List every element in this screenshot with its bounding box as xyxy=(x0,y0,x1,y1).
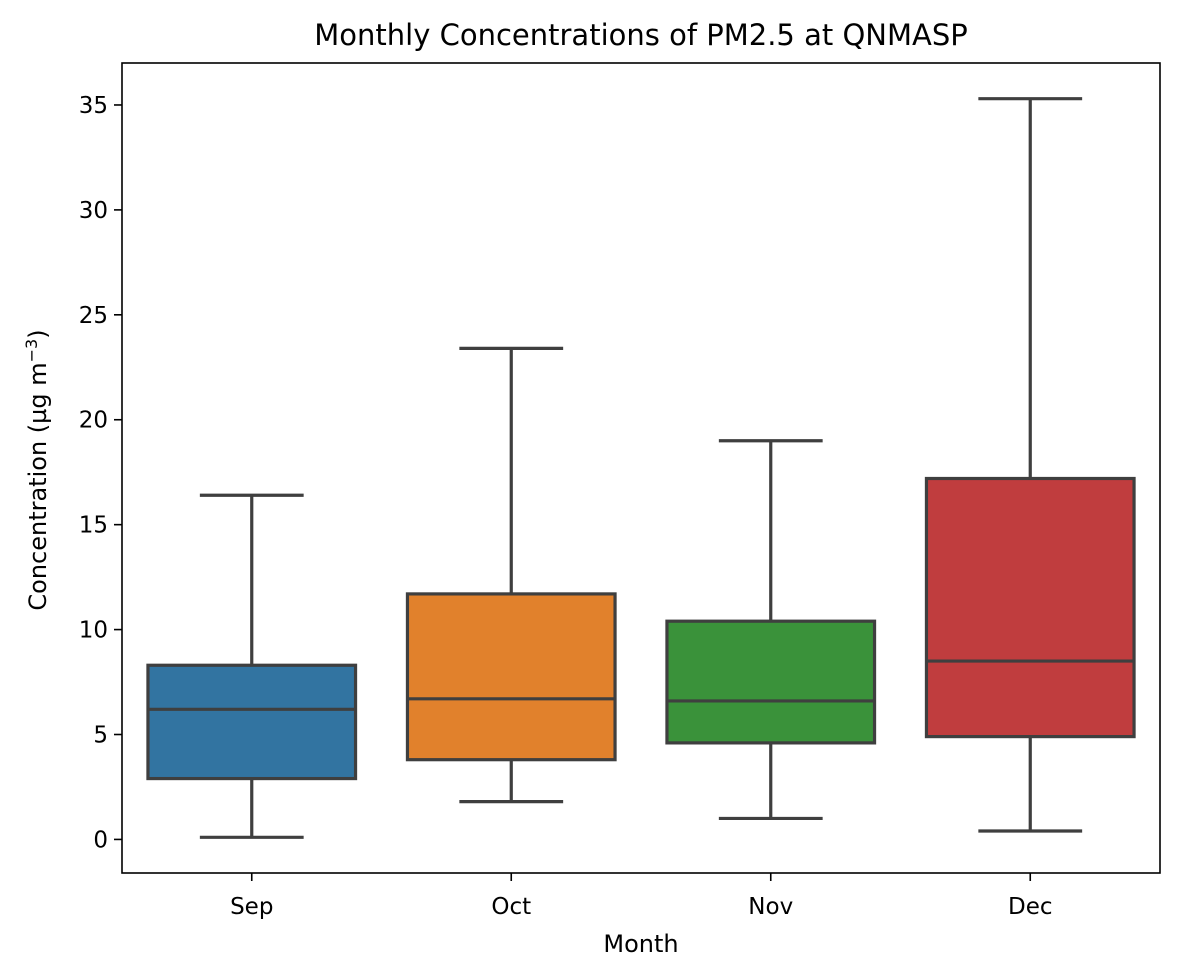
y-axis-label: Concentration (µg m−3) xyxy=(22,329,52,610)
box-iqr xyxy=(405,592,617,762)
y-axis-label-superscript: −3 xyxy=(22,339,41,363)
box-oct xyxy=(405,346,617,804)
x-tick-label: Sep xyxy=(230,894,273,920)
x-tick-label: Dec xyxy=(1008,894,1053,920)
box-nov xyxy=(665,439,877,821)
box-iqr xyxy=(924,476,1136,739)
box-sep xyxy=(146,493,358,839)
y-axis-label-main: Concentration (µg m xyxy=(24,362,52,610)
x-tick-label: Oct xyxy=(491,894,531,920)
y-tick-label: 15 xyxy=(79,513,108,539)
chart-title: Monthly Concentrations of PM2.5 at QNMAS… xyxy=(314,18,967,52)
plot-area xyxy=(121,62,1161,874)
x-tick-label: Nov xyxy=(748,894,793,920)
y-tick-label: 20 xyxy=(79,408,108,434)
box-iqr xyxy=(665,619,877,745)
y-tick-label: 30 xyxy=(79,198,108,224)
box-iqr xyxy=(146,663,358,781)
y-tick-label: 0 xyxy=(93,827,108,853)
y-tick-label: 5 xyxy=(93,723,108,749)
y-tick-label: 35 xyxy=(79,93,108,119)
y-tick-label: 10 xyxy=(79,618,108,644)
y-tick-label: 25 xyxy=(79,303,108,329)
x-axis-label: Month xyxy=(603,930,678,958)
box-dec xyxy=(924,97,1136,833)
y-axis-label-suffix: ) xyxy=(24,329,52,338)
x-axis: Sep Oct Nov Dec xyxy=(230,873,1053,920)
y-axis: 0 5 10 15 20 25 30 35 xyxy=(79,93,122,853)
plot-frame xyxy=(121,62,1161,874)
